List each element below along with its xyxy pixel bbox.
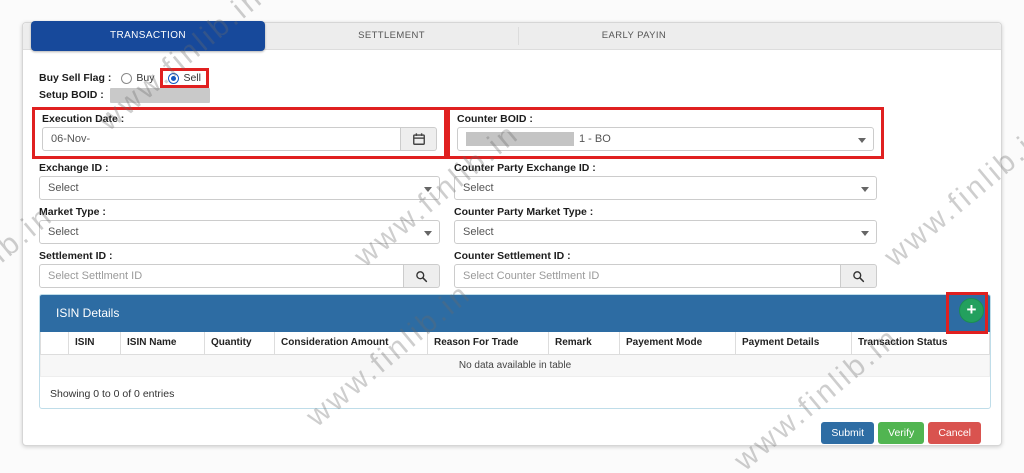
chevron-down-icon bbox=[858, 138, 866, 143]
form-left-column: Execution Date : Exchange ID : bbox=[32, 107, 447, 294]
market-type-select[interactable]: Select bbox=[39, 220, 440, 244]
tab-bar: TRANSACTION SETTLEMENT EARLY PAYIN bbox=[23, 21, 1001, 51]
counter-party-exchange-id-value: Select bbox=[463, 182, 494, 194]
counter-party-market-type-group: Counter Party Market Type : Select bbox=[454, 206, 877, 244]
exchange-id-value: Select bbox=[48, 182, 79, 194]
col-remark: Remark bbox=[548, 332, 620, 355]
settlement-id-input[interactable] bbox=[39, 264, 404, 288]
exchange-id-select[interactable]: Select bbox=[39, 176, 440, 200]
counter-boid-masked-value bbox=[466, 132, 574, 146]
search-icon bbox=[416, 270, 428, 282]
annotation-box-add-isin bbox=[946, 292, 988, 334]
execution-date-input[interactable] bbox=[42, 127, 401, 151]
radio-sell-label: Sell bbox=[183, 72, 201, 84]
chevron-down-icon bbox=[424, 187, 432, 192]
setup-boid-masked-value bbox=[109, 87, 210, 103]
counter-settlement-id-input[interactable] bbox=[454, 264, 841, 288]
counter-boid-value: 1 - BO bbox=[579, 133, 611, 145]
tab-settlement[interactable]: SETTLEMENT bbox=[358, 30, 425, 41]
counter-boid-select[interactable]: 1 - BO bbox=[457, 127, 874, 151]
buy-sell-flag-label: Buy Sell Flag : bbox=[39, 72, 112, 84]
market-type-value: Select bbox=[48, 226, 79, 238]
radio-buy-label: Buy bbox=[136, 72, 155, 84]
col-payement-mode: Payement Mode bbox=[619, 332, 736, 355]
col-quantity: Quantity bbox=[204, 332, 275, 355]
counter-party-exchange-id-label: Counter Party Exchange ID : bbox=[454, 162, 596, 174]
isin-details-panel: ISIN Details + ISIN ISIN Name bbox=[39, 292, 991, 409]
chevron-down-icon bbox=[861, 231, 869, 236]
tab-separator bbox=[518, 27, 519, 45]
market-type-label: Market Type : bbox=[39, 206, 106, 218]
transaction-form-card: TRANSACTION SETTLEMENT EARLY PAYIN Buy S… bbox=[22, 21, 1002, 446]
chevron-down-icon bbox=[861, 187, 869, 192]
col-isin-name: ISIN Name bbox=[120, 332, 205, 355]
tab-early-payin[interactable]: EARLY PAYIN bbox=[601, 30, 667, 41]
calendar-icon bbox=[412, 133, 425, 145]
counter-party-market-type-label: Counter Party Market Type : bbox=[454, 206, 594, 218]
settlement-id-search-button[interactable] bbox=[404, 264, 440, 288]
settlement-id-group: Settlement ID : bbox=[39, 250, 440, 288]
annotation-box-execution-date: Execution Date : bbox=[32, 107, 447, 159]
counter-settlement-id-label: Counter Settlement ID : bbox=[454, 250, 571, 262]
exchange-id-label: Exchange ID : bbox=[39, 162, 109, 174]
col-row-select bbox=[40, 332, 69, 355]
isin-table: ISIN ISIN Name Quantity Consideration Am… bbox=[40, 332, 990, 377]
cancel-button[interactable]: Cancel bbox=[928, 422, 981, 444]
form-right-column: Counter BOID : 1 - BO Counter Party Exch… bbox=[447, 107, 884, 294]
verify-button[interactable]: Verify bbox=[878, 422, 925, 444]
action-buttons: Submit Verify Cancel bbox=[821, 422, 981, 444]
annotation-box-counter-boid: Counter BOID : 1 - BO bbox=[447, 107, 884, 159]
col-transaction-status: Transaction Status bbox=[851, 332, 990, 355]
calendar-button[interactable] bbox=[401, 127, 437, 151]
setup-boid-label: Setup BOID : bbox=[39, 89, 104, 101]
col-consideration-amount: Consideration Amount bbox=[274, 332, 428, 355]
col-payment-details: Payment Details bbox=[735, 332, 852, 355]
tab-transaction[interactable]: TRANSACTION bbox=[31, 21, 265, 51]
counter-party-exchange-id-group: Counter Party Exchange ID : Select bbox=[454, 162, 877, 200]
counter-party-market-type-select[interactable]: Select bbox=[454, 220, 877, 244]
radio-sell[interactable]: Sell bbox=[168, 72, 201, 84]
add-isin-button[interactable]: + bbox=[959, 298, 984, 323]
showing-entries-text: Showing 0 to 0 of 0 entries bbox=[50, 388, 175, 400]
empty-table-row: No data available in table bbox=[40, 353, 990, 377]
radio-buy-icon[interactable] bbox=[121, 72, 133, 84]
counter-boid-label: Counter BOID : bbox=[457, 113, 533, 125]
buy-sell-flag-row: Buy Sell Flag : Buy Sell bbox=[39, 68, 209, 88]
counter-settlement-id-search-button[interactable] bbox=[841, 264, 877, 288]
setup-boid-row: Setup BOID : bbox=[39, 87, 210, 103]
isin-table-header-row: ISIN ISIN Name Quantity Consideration Am… bbox=[40, 332, 990, 355]
exchange-id-group: Exchange ID : Select bbox=[39, 162, 440, 200]
counter-settlement-id-group: Counter Settlement ID : bbox=[454, 250, 877, 288]
market-type-group: Market Type : Select bbox=[39, 206, 440, 244]
col-isin: ISIN bbox=[68, 332, 121, 355]
col-reason-for-trade: Reason For Trade bbox=[427, 332, 549, 355]
counter-party-exchange-id-select[interactable]: Select bbox=[454, 176, 877, 200]
plus-icon: + bbox=[966, 300, 977, 319]
radio-buy[interactable]: Buy bbox=[121, 72, 154, 84]
search-icon bbox=[853, 270, 865, 282]
settlement-id-label: Settlement ID : bbox=[39, 250, 113, 262]
chevron-down-icon bbox=[424, 231, 432, 236]
isin-details-title: ISIN Details bbox=[56, 306, 120, 320]
radio-sell-icon[interactable] bbox=[168, 72, 180, 84]
submit-button[interactable]: Submit bbox=[821, 422, 875, 444]
annotation-box-sell: Sell bbox=[160, 68, 209, 88]
no-data-message: No data available in table bbox=[40, 353, 990, 377]
counter-party-market-type-value: Select bbox=[463, 226, 494, 238]
execution-date-label: Execution Date : bbox=[42, 113, 125, 125]
isin-details-header: ISIN Details + bbox=[40, 292, 990, 334]
